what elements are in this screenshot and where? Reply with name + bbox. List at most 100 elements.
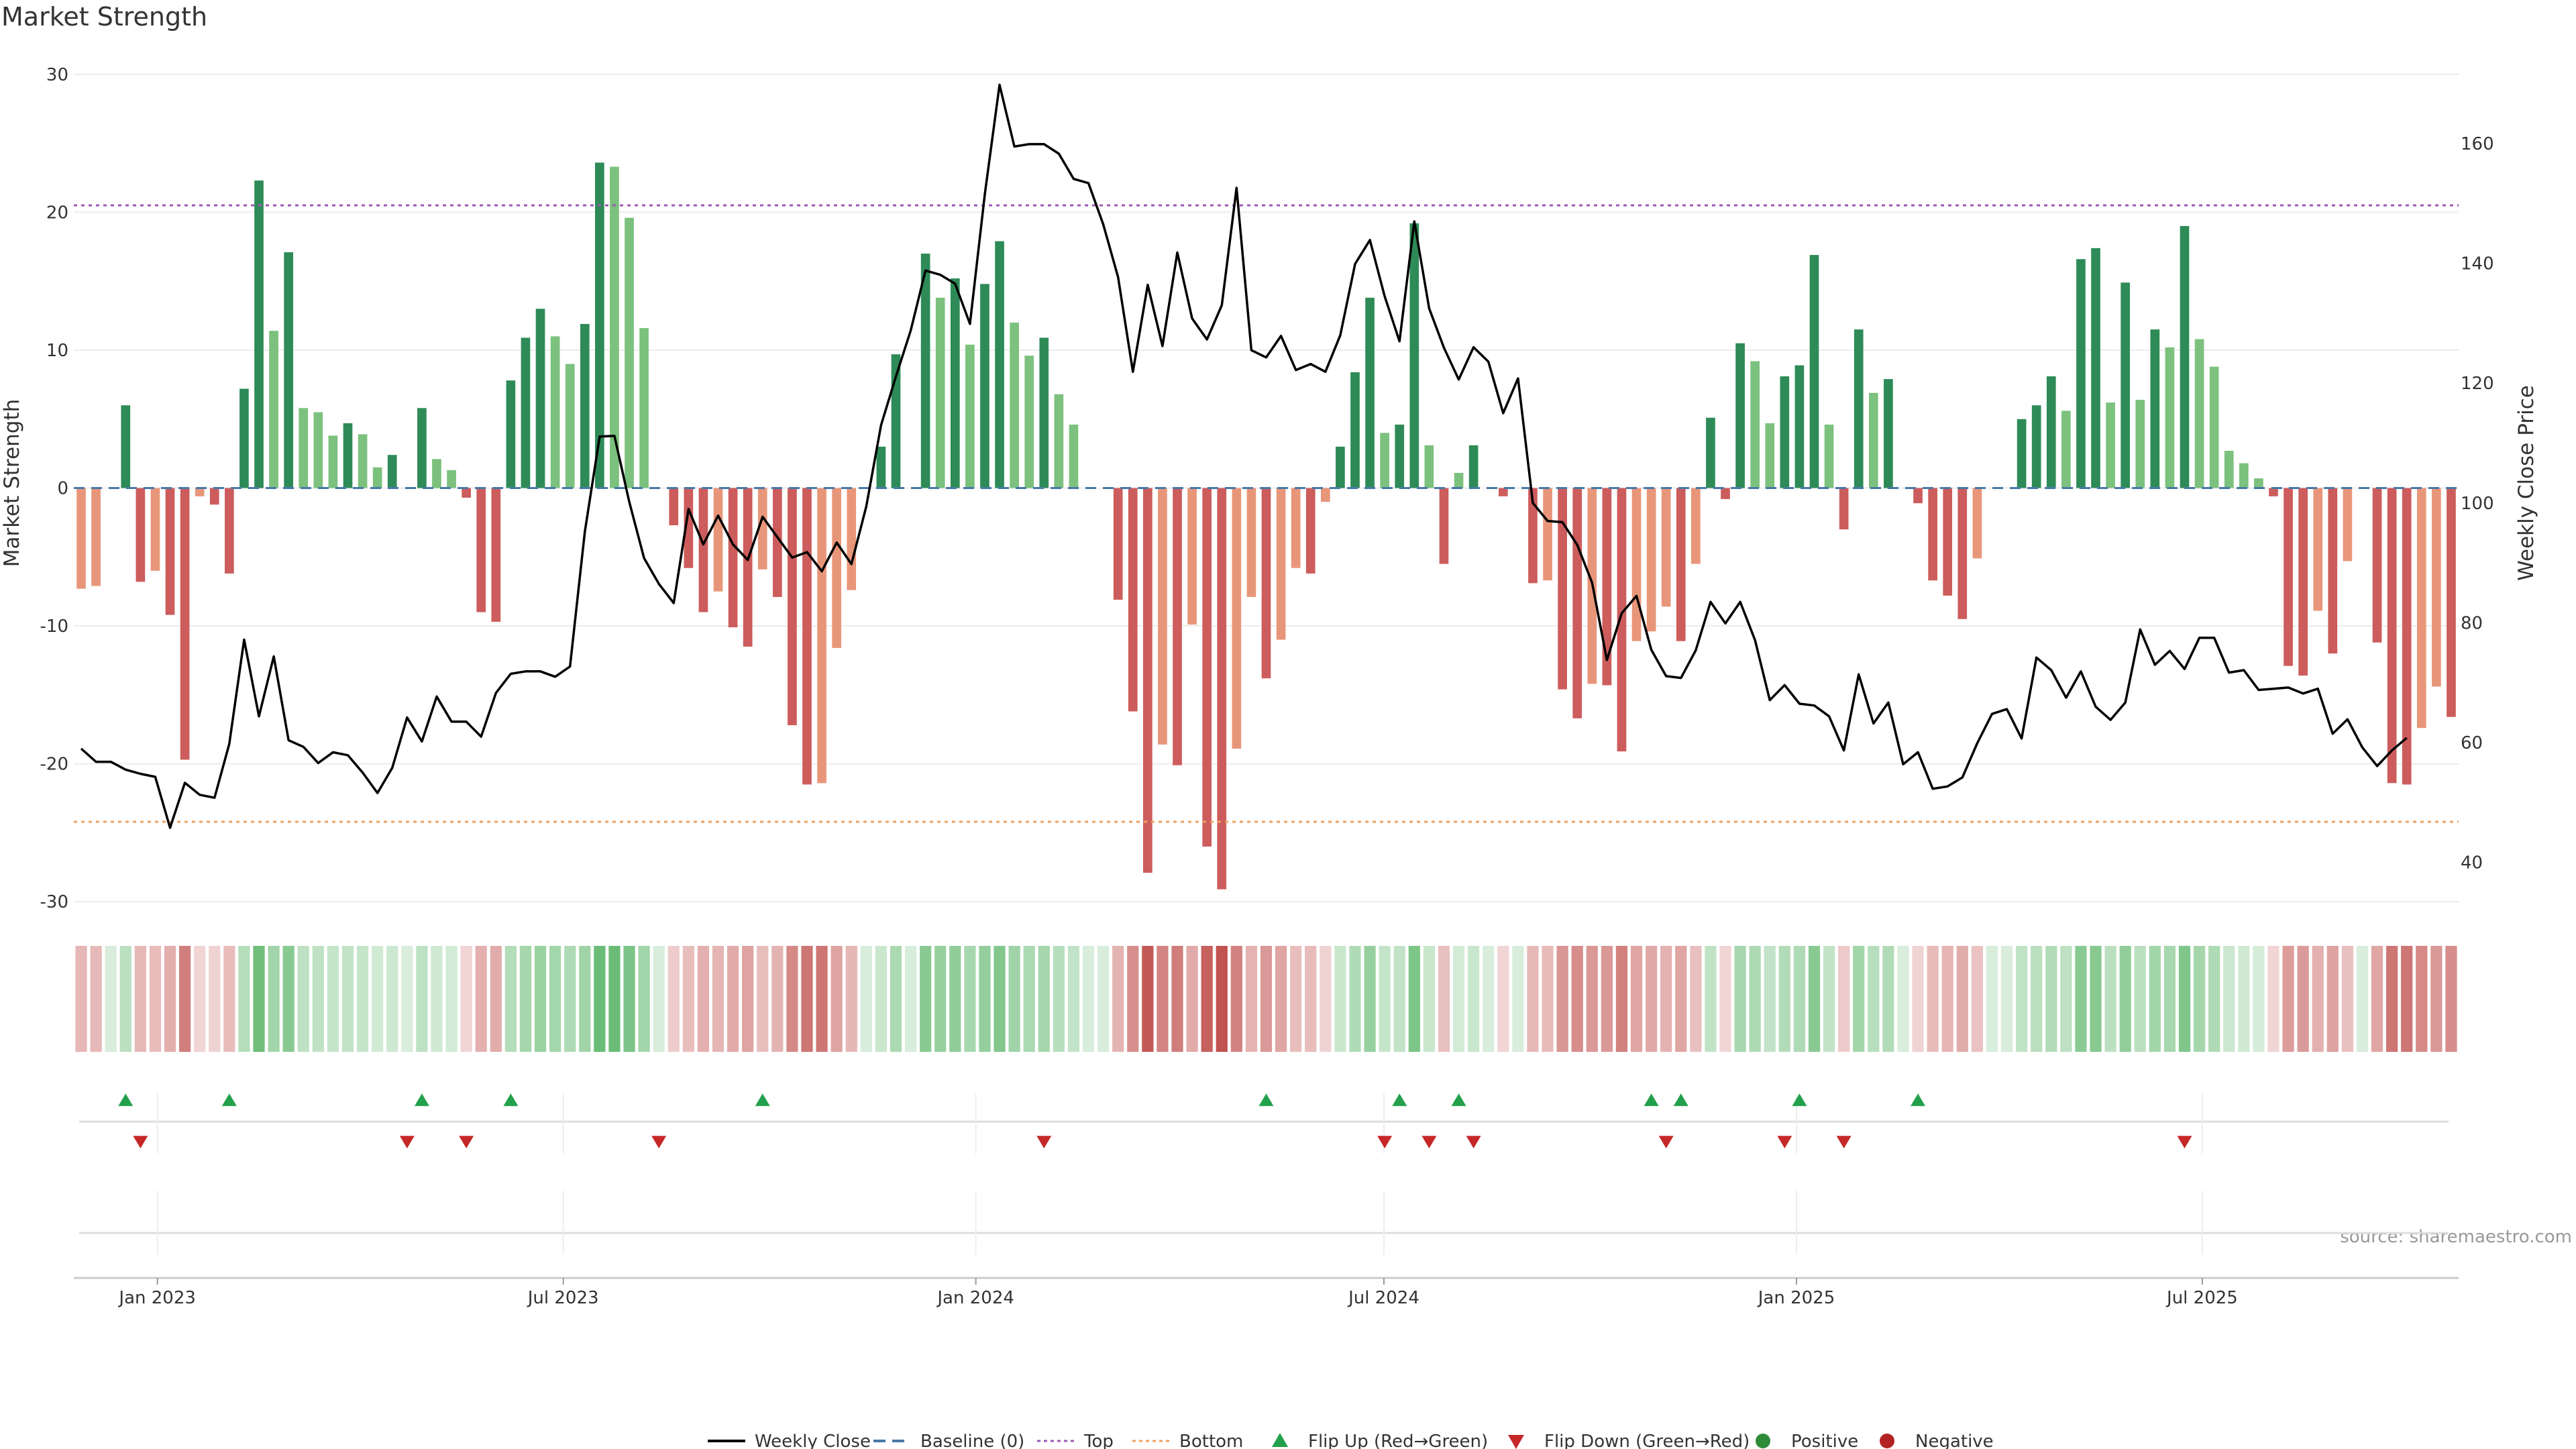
strength-bar xyxy=(432,459,441,488)
heat-cell xyxy=(297,946,309,1052)
strength-bar xyxy=(1365,297,1375,488)
strength-bar xyxy=(832,488,842,648)
flip-up-marker xyxy=(414,1093,429,1106)
heat-cell xyxy=(742,946,754,1052)
heat-cell xyxy=(2178,946,2191,1052)
strength-bar xyxy=(1276,488,1286,640)
heat-cell xyxy=(1275,946,1287,1052)
heat-cell xyxy=(431,946,443,1052)
y-right-tick-label: 160 xyxy=(2461,134,2494,154)
heat-cell xyxy=(2090,946,2102,1052)
strength-bar xyxy=(639,328,649,488)
strength-bar xyxy=(1543,488,1552,581)
strength-bar xyxy=(209,488,219,505)
strength-bar xyxy=(920,254,930,488)
strength-bar xyxy=(165,488,175,615)
heat-cell xyxy=(1008,946,1020,1052)
strength-bar xyxy=(802,488,812,785)
legend-swatch-flip-up xyxy=(1272,1433,1288,1447)
heat-cell xyxy=(1142,946,1154,1052)
heat-cell xyxy=(1216,946,1228,1052)
strength-bar xyxy=(1439,488,1449,564)
heat-cell xyxy=(1542,946,1554,1052)
strength-bar xyxy=(2194,339,2204,488)
heat-cell xyxy=(1793,946,1806,1052)
heat-cell xyxy=(1305,946,1317,1052)
strength-bar xyxy=(550,336,560,488)
x-tick-label: Jan 2023 xyxy=(117,1288,196,1308)
heat-cell xyxy=(979,946,991,1052)
strength-bar xyxy=(150,488,160,571)
heat-cell xyxy=(860,946,872,1052)
y-axis-left-label: Market Strength xyxy=(0,399,24,568)
heat-cell xyxy=(1067,946,1080,1052)
heat-cell xyxy=(1897,946,1909,1052)
flip-down-marker xyxy=(651,1136,667,1148)
strength-bar xyxy=(1217,488,1227,890)
flip-down-marker xyxy=(1421,1136,1437,1148)
heat-cell xyxy=(934,946,947,1052)
heat-cell xyxy=(771,946,784,1052)
strength-bar xyxy=(1913,488,1923,504)
strength-bar xyxy=(462,488,471,498)
heat-cell xyxy=(1171,946,1183,1052)
heat-cell xyxy=(1660,946,1672,1052)
heat-cell xyxy=(1379,946,1391,1052)
legend-label: Weekly Close xyxy=(755,1432,871,1449)
strength-bar xyxy=(1661,488,1671,607)
heat-cell xyxy=(1053,946,1065,1052)
legend-swatch-positive xyxy=(1756,1434,1770,1448)
heat-cell xyxy=(1556,946,1568,1052)
heat-cell xyxy=(490,946,502,1052)
y-right-tick-label: 80 xyxy=(2461,613,2483,633)
heat-cell xyxy=(2341,946,2354,1052)
heat-cell xyxy=(920,946,932,1052)
heat-cell xyxy=(386,946,398,1052)
strength-bar xyxy=(2224,451,2234,488)
strength-bar xyxy=(1572,488,1582,718)
heat-cell xyxy=(1320,946,1332,1052)
y-left-tick-label: -30 xyxy=(40,892,68,912)
heat-cell xyxy=(1749,946,1761,1052)
flip-down-marker xyxy=(1836,1136,1851,1148)
y-right-tick-label: 140 xyxy=(2461,254,2494,274)
strength-bar xyxy=(1617,488,1627,752)
y-right-tick-label: 40 xyxy=(2461,853,2483,873)
strength-bar xyxy=(2416,488,2426,729)
heat-cell xyxy=(2163,946,2176,1052)
heat-cell xyxy=(1512,946,1524,1052)
strength-bar xyxy=(1765,423,1775,488)
strength-bar xyxy=(625,217,634,488)
strength-bar xyxy=(1884,379,1893,488)
strength-bar xyxy=(1291,488,1301,568)
heat-cell xyxy=(1290,946,1302,1052)
heat-cell xyxy=(1468,946,1480,1052)
strength-bar xyxy=(372,467,382,488)
source-text: source: sharemaestro.com xyxy=(2340,1227,2572,1247)
strength-bar xyxy=(669,488,679,525)
strength-bar xyxy=(1750,361,1760,488)
strength-bar xyxy=(535,309,545,488)
heat-cell xyxy=(2430,946,2443,1052)
strength-bar xyxy=(1602,488,1612,686)
heat-cell xyxy=(105,946,117,1052)
heat-cell xyxy=(875,946,888,1052)
heat-cell xyxy=(1912,946,1924,1052)
heat-cell xyxy=(1230,946,1242,1052)
strength-bar xyxy=(995,241,1004,488)
strength-bar xyxy=(313,412,323,488)
heat-cell xyxy=(1808,946,1821,1052)
strength-bar xyxy=(1943,488,1953,596)
heat-cell xyxy=(2312,946,2324,1052)
heat-cell xyxy=(372,946,384,1052)
chart-title: Market Strength xyxy=(1,2,207,32)
strength-bar xyxy=(299,408,309,488)
strength-bar xyxy=(757,488,767,570)
strength-bar xyxy=(1839,488,1849,530)
flip-down-marker xyxy=(2177,1136,2192,1148)
heat-cell xyxy=(119,946,131,1052)
heat-cell xyxy=(727,946,739,1052)
strength-bar xyxy=(2046,376,2056,488)
strength-bar xyxy=(195,488,205,496)
flip-down-marker xyxy=(1777,1136,1792,1148)
